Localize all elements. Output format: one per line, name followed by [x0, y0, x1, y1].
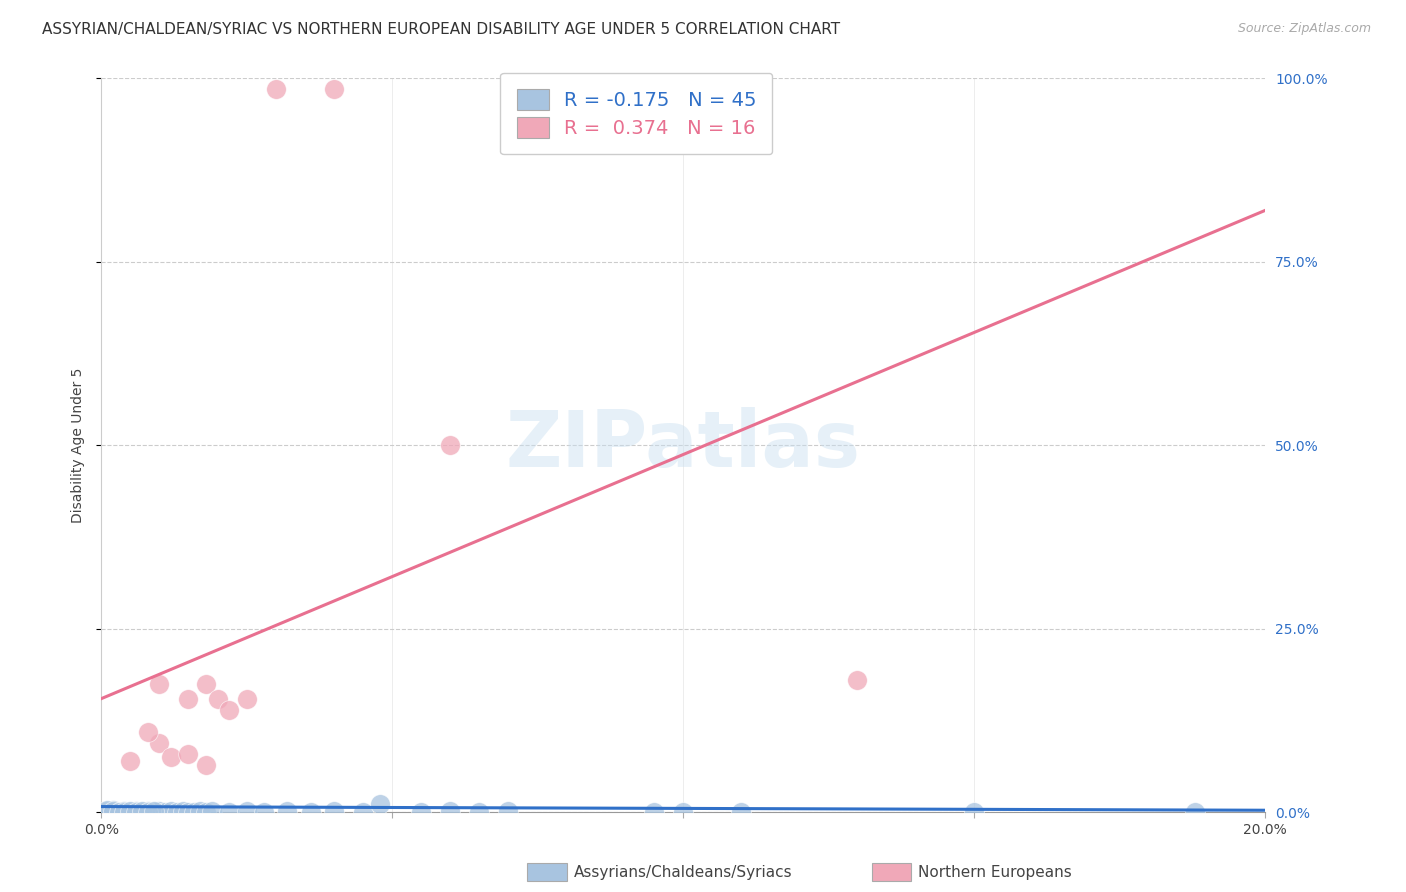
- Point: [136, 804, 159, 818]
- Point: [131, 805, 153, 819]
- Legend: R = -0.175   N = 45, R =  0.374   N = 16: R = -0.175 N = 45, R = 0.374 N = 16: [501, 73, 772, 154]
- Point: [194, 757, 217, 772]
- Point: [235, 691, 257, 706]
- Point: [188, 804, 211, 818]
- Text: ASSYRIAN/CHALDEAN/SYRIAC VS NORTHERN EUROPEAN DISABILITY AGE UNDER 5 CORRELATION: ASSYRIAN/CHALDEAN/SYRIAC VS NORTHERN EUR…: [42, 22, 841, 37]
- Point: [172, 804, 194, 818]
- Point: [411, 805, 433, 819]
- Point: [730, 805, 752, 819]
- Text: Source: ZipAtlas.com: Source: ZipAtlas.com: [1237, 22, 1371, 36]
- Point: [177, 691, 200, 706]
- Point: [166, 805, 188, 819]
- Point: [148, 736, 170, 750]
- Text: Assyrians/Chaldeans/Syriacs: Assyrians/Chaldeans/Syriacs: [574, 865, 792, 880]
- Point: [439, 438, 461, 452]
- Point: [160, 750, 183, 764]
- Text: ZIPatlas: ZIPatlas: [505, 408, 860, 483]
- Point: [125, 804, 148, 818]
- Point: [201, 804, 224, 818]
- Point: [963, 805, 986, 819]
- Point: [439, 804, 461, 818]
- Point: [120, 804, 142, 818]
- Point: [153, 805, 176, 819]
- Point: [101, 803, 124, 817]
- Point: [101, 804, 124, 818]
- Point: [142, 804, 165, 818]
- Point: [120, 754, 142, 768]
- Point: [136, 805, 159, 819]
- Point: [498, 804, 520, 818]
- Point: [131, 804, 153, 818]
- Point: [114, 804, 136, 818]
- Point: [177, 747, 200, 761]
- Point: [107, 805, 129, 819]
- Point: [142, 805, 165, 819]
- Point: [183, 805, 205, 819]
- Point: [672, 805, 695, 819]
- Point: [136, 724, 159, 739]
- Point: [235, 804, 257, 818]
- Point: [160, 804, 183, 818]
- Point: [96, 803, 118, 817]
- Y-axis label: Disability Age Under 5: Disability Age Under 5: [72, 368, 86, 523]
- Point: [352, 805, 374, 819]
- Point: [107, 805, 129, 819]
- Point: [148, 804, 170, 818]
- Point: [276, 804, 298, 818]
- Point: [370, 797, 392, 811]
- Point: [194, 677, 217, 691]
- Text: Northern Europeans: Northern Europeans: [918, 865, 1071, 880]
- Point: [643, 805, 665, 819]
- Point: [96, 804, 118, 818]
- Point: [218, 703, 240, 717]
- Point: [253, 805, 276, 819]
- Point: [322, 82, 344, 96]
- Point: [218, 805, 240, 819]
- Point: [148, 677, 170, 691]
- Point: [846, 673, 869, 688]
- Point: [120, 805, 142, 819]
- Point: [468, 805, 491, 819]
- Point: [177, 805, 200, 819]
- Point: [207, 691, 229, 706]
- Point: [322, 804, 344, 818]
- Point: [125, 805, 148, 819]
- Point: [1184, 805, 1206, 819]
- Point: [194, 805, 217, 819]
- Point: [264, 82, 287, 96]
- Point: [114, 805, 136, 819]
- Point: [299, 805, 322, 819]
